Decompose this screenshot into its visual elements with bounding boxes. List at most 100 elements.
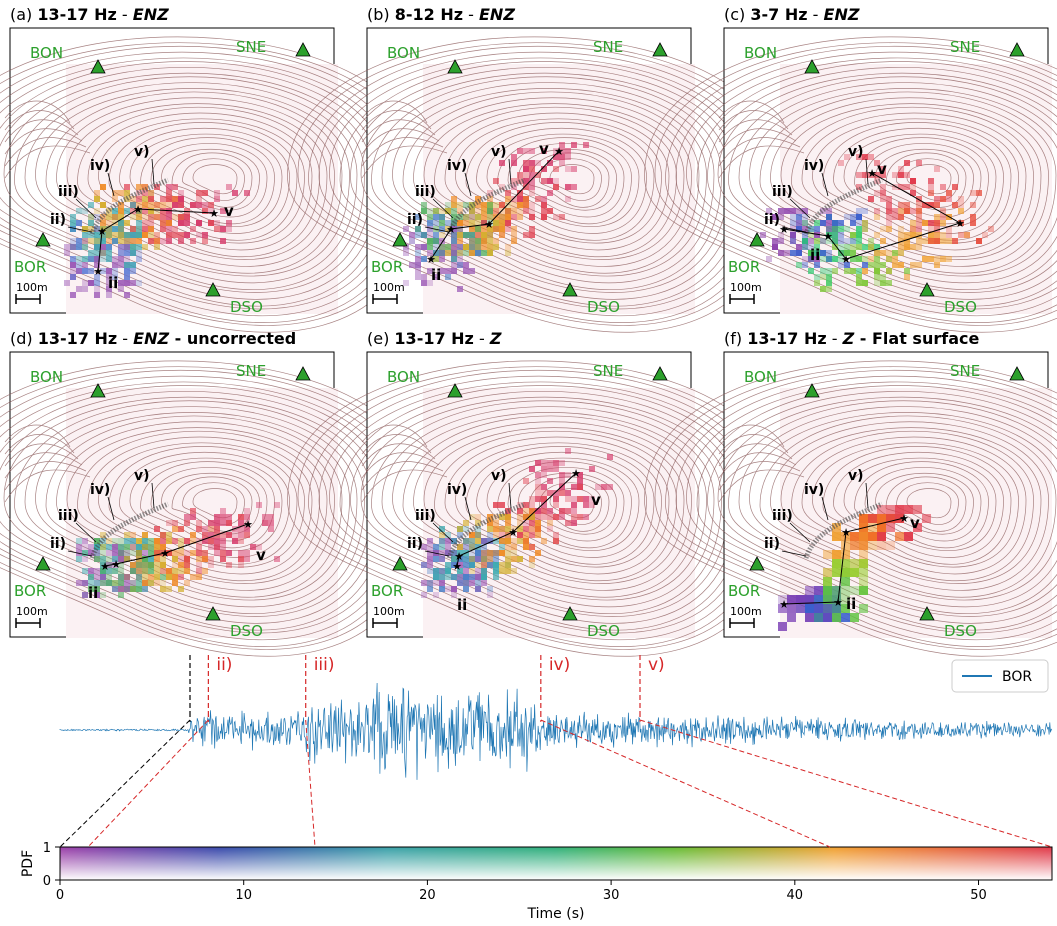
- pdf-cell: [784, 208, 790, 214]
- pdf-cell: [166, 238, 172, 244]
- pdf-cell: [142, 244, 148, 250]
- pdf-cell: [451, 250, 457, 256]
- contour: [4, 461, 87, 491]
- pdf-cell: [511, 178, 517, 184]
- pdf-cell: [946, 256, 952, 262]
- pdf-cell: [820, 250, 826, 256]
- pdf-cell: [160, 568, 166, 574]
- pdf-cell: [796, 220, 802, 226]
- pdf-cell: [88, 238, 94, 244]
- pdf-cell: [457, 244, 463, 250]
- contour: [455, 442, 662, 568]
- pdf-cell: [805, 586, 814, 595]
- pdf-cell: [886, 514, 895, 523]
- pdf-cell: [178, 526, 184, 532]
- pdf-cell: [541, 178, 547, 184]
- pdf-cell: [481, 550, 487, 556]
- pdf-cell: [82, 268, 88, 274]
- pdf-cell: [874, 160, 880, 166]
- pdf-cell: [70, 226, 76, 232]
- star-marker: ★: [209, 207, 219, 220]
- pdf-cell: [790, 214, 796, 220]
- pdf-cell: [565, 472, 571, 478]
- phase-label: iii): [415, 508, 436, 524]
- pdf-cell: [541, 166, 547, 172]
- pdf-cell: [76, 244, 82, 250]
- pdf-cell: [94, 208, 100, 214]
- contour: [361, 100, 428, 124]
- pdf-cell: [841, 595, 850, 604]
- pdf-cell: [124, 532, 130, 538]
- pdf-cell: [553, 514, 559, 520]
- pdf-cell: [859, 541, 868, 550]
- pdf-cell: [118, 538, 124, 544]
- pdf-cell: [529, 232, 535, 238]
- pdf-cell: [142, 568, 148, 574]
- scale-bar: [372, 294, 398, 304]
- pdf-cell: [76, 556, 82, 562]
- pdf-cell: [499, 160, 505, 166]
- pdf-cell: [481, 244, 487, 250]
- contour: [361, 461, 444, 491]
- pdf-cell: [451, 196, 457, 202]
- pdf-cell: [493, 556, 499, 562]
- pdf-cell: [481, 208, 487, 214]
- pdf-cell: [493, 538, 499, 544]
- pdf-cell: [529, 172, 535, 178]
- pdf-cell: [196, 526, 202, 532]
- pdf-cell: [70, 244, 76, 250]
- pdf-cell: [160, 556, 166, 562]
- pdf-cell: [82, 244, 88, 250]
- pdf-cell: [523, 202, 529, 208]
- pdf-cell: [469, 202, 475, 208]
- pdf-cell: [856, 184, 862, 190]
- pdf-cell: [862, 208, 868, 214]
- station-triangle: [295, 42, 311, 57]
- pdf-cell: [94, 274, 100, 280]
- pdf-cell: [529, 526, 535, 532]
- pdf-cell: [808, 256, 814, 262]
- pdf-cell: [94, 292, 100, 298]
- pdf-cell: [469, 226, 475, 232]
- pdf-cell: [178, 556, 184, 562]
- pdf-cell: [946, 190, 952, 196]
- pdf-cell: [451, 268, 457, 274]
- pdf-cell: [499, 184, 505, 190]
- pdf-cell: [427, 238, 433, 244]
- pdf-cells: [403, 142, 589, 292]
- pdf-cell: [859, 586, 868, 595]
- pdf-cell: [577, 484, 583, 490]
- y-axis-label: PDF: [20, 850, 36, 877]
- pdf-cell: [154, 232, 160, 238]
- pdf-cell: [70, 238, 76, 244]
- pdf-cell: [844, 250, 850, 256]
- pdf-cell: [895, 514, 904, 523]
- pdf-cell: [148, 550, 154, 556]
- pdf-cell: [76, 238, 82, 244]
- pdf-cell: [409, 238, 415, 244]
- pdf-cell: [439, 244, 445, 250]
- pdf-cell: [148, 562, 154, 568]
- pdf-cell: [148, 580, 154, 586]
- y-tick-label: 1: [43, 841, 51, 856]
- pdf-cell: [427, 580, 433, 586]
- pdf-cell: [94, 196, 100, 202]
- pdf-cell: [796, 250, 802, 256]
- pdf-cell: [982, 232, 988, 238]
- pdf-cell: [523, 160, 529, 166]
- pdf-cell: [100, 562, 106, 568]
- pdf-cell: [130, 250, 136, 256]
- pdf-cell: [535, 460, 541, 466]
- star-marker: ★: [841, 526, 851, 539]
- pdf-cell: [469, 556, 475, 562]
- pdf-cell: [832, 532, 841, 541]
- pdf-cell: [202, 190, 208, 196]
- pdf-cell: [553, 502, 559, 508]
- pdf-cell: [469, 574, 475, 580]
- pdf-cell: [172, 538, 178, 544]
- pdf-cell: [106, 232, 112, 238]
- pdf-cell: [523, 526, 529, 532]
- pdf-cell: [100, 268, 106, 274]
- pdf-cell: [172, 550, 178, 556]
- pdf-cell: [874, 250, 880, 256]
